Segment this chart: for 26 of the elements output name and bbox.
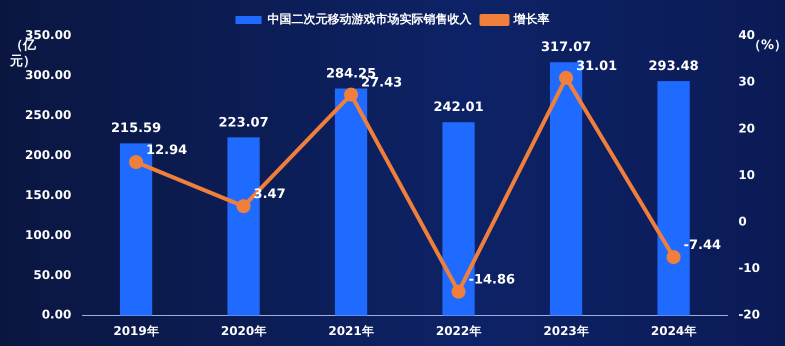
y2-tick-label: -20 <box>738 308 760 322</box>
data-label: 293.48 <box>648 59 699 74</box>
legend-label: 增长率 <box>512 12 550 26</box>
x-tick-label: 2020年 <box>220 324 266 338</box>
y2-tick-label: 10 <box>738 168 756 182</box>
y-tick-label: 250.00 <box>24 108 72 122</box>
x-tick-label: 2019年 <box>113 324 159 338</box>
y-tick-label: 300.00 <box>24 68 72 82</box>
y-tick-label: 100.00 <box>24 228 72 242</box>
y2-tick-label: 20 <box>738 121 756 136</box>
x-tick-label: 2023年 <box>543 324 589 338</box>
data-label: 317.07 <box>540 40 592 56</box>
y-tick-label: 200.00 <box>24 148 72 162</box>
data-label: 223.07 <box>218 115 269 130</box>
data-label: 242.01 <box>433 100 484 116</box>
y-tick-label: 150.00 <box>24 188 72 202</box>
x-tick-label: 2022年 <box>436 324 482 338</box>
legend-label: 中国二次元移动游戏市场实际销售收入 <box>268 12 472 26</box>
y2-tick-label: 30 <box>738 74 756 89</box>
x-tick-label: 2024年 <box>650 324 696 338</box>
y2-tick-label: -10 <box>738 261 760 276</box>
y-tick-label: 0.00 <box>42 308 72 322</box>
y-tick-label: 50.00 <box>33 268 72 282</box>
data-label: 215.59 <box>110 121 162 136</box>
x-tick-label: 2021年 <box>328 324 374 338</box>
y2-tick-label: 0 <box>738 214 747 229</box>
